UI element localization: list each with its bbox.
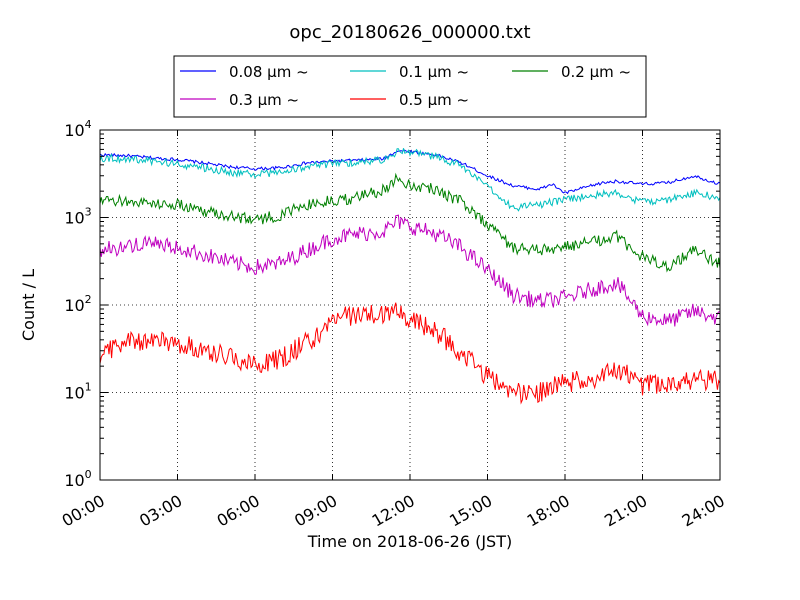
x-axis-label: Time on 2018-06-26 (JST) bbox=[307, 532, 512, 551]
x-tick-label: 06:00 bbox=[214, 491, 263, 531]
grid-lines bbox=[99, 129, 721, 481]
x-tick-label: 15:00 bbox=[446, 491, 495, 531]
y-tick-label: 100 bbox=[64, 468, 91, 490]
x-tick-label: 00:00 bbox=[59, 491, 108, 531]
legend-box bbox=[173, 55, 647, 118]
legend-label: 0.5 μm ~ bbox=[399, 91, 469, 109]
legend-label: 0.2 μm ~ bbox=[561, 63, 631, 81]
x-tick-label: 12:00 bbox=[369, 491, 418, 531]
y-tick-label: 103 bbox=[64, 206, 91, 228]
x-tick-label: 24:00 bbox=[679, 491, 728, 531]
series-line bbox=[99, 149, 721, 195]
y-tick-labels: 100 101 102 103 104 bbox=[64, 118, 91, 490]
y-axis-label: Count / L bbox=[19, 269, 38, 341]
series-lines bbox=[99, 148, 721, 405]
chart-title: opc_20180626_000000.txt bbox=[289, 22, 530, 43]
x-tick-label: 03:00 bbox=[136, 491, 185, 531]
x-tick-label: 18:00 bbox=[524, 491, 573, 531]
legend-label: 0.08 μm ~ bbox=[229, 63, 309, 81]
y-tick-label: 104 bbox=[64, 118, 91, 140]
y-tick-label: 102 bbox=[64, 293, 91, 315]
x-tick-label: 09:00 bbox=[291, 491, 340, 531]
x-tick-label: 21:00 bbox=[601, 491, 650, 531]
legend: 0.08 μm ~ 0.1 μm ~ 0.2 μm ~ 0.3 μm ~ 0.5 μm … bbox=[173, 55, 647, 118]
series-line bbox=[99, 148, 721, 212]
legend-label: 0.1 μm ~ bbox=[399, 63, 469, 81]
series-line bbox=[99, 302, 721, 405]
series-line bbox=[99, 214, 721, 327]
axis-ticks bbox=[99, 129, 721, 481]
y-tick-label: 101 bbox=[64, 381, 91, 403]
x-tick-labels: 00:00 03:00 06:00 09:00 12:00 15:00 18:00 21:00… bbox=[59, 491, 728, 531]
series-line bbox=[99, 172, 721, 273]
legend-label: 0.3 μm ~ bbox=[229, 91, 299, 109]
